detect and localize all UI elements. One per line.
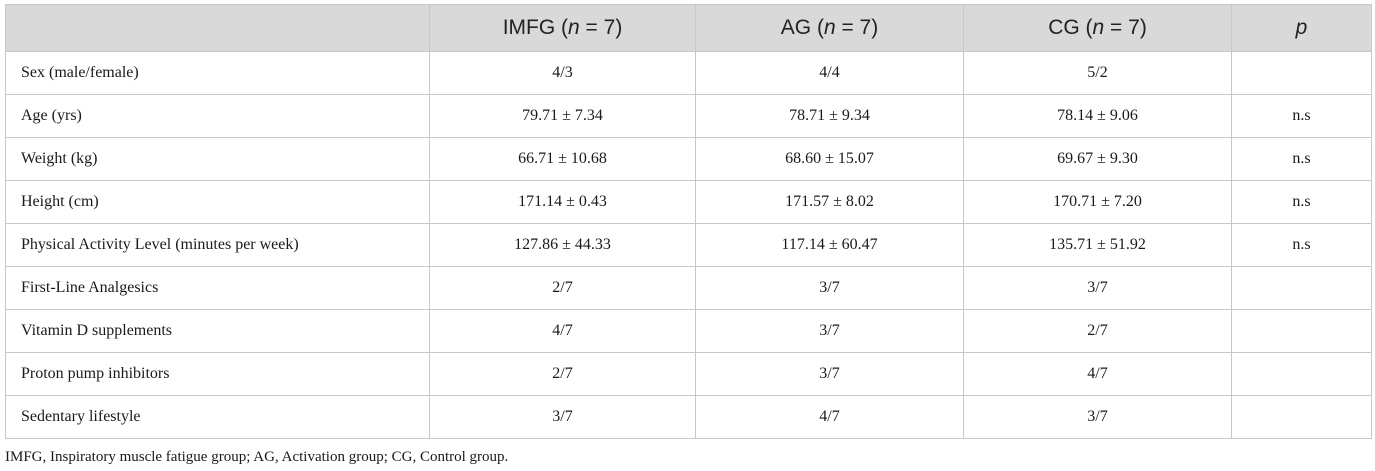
cell-cg: 69.67 ± 9.30 bbox=[963, 137, 1232, 181]
cell-imfg: 79.71 ± 7.34 bbox=[429, 94, 696, 138]
characteristics-table: IMFG (n = 7) AG (n = 7) CG (n = 7) p Sex… bbox=[5, 4, 1372, 439]
header-cg-n: n bbox=[1092, 16, 1105, 39]
table-row: Height (cm) 171.14 ± 0.43 171.57 ± 8.02 … bbox=[5, 180, 1372, 224]
table-row: Sex (male/female) 4/3 4/4 5/2 bbox=[5, 51, 1372, 95]
cell-p bbox=[1231, 395, 1372, 439]
cell-p: n.s bbox=[1231, 137, 1372, 181]
row-label: Proton pump inhibitors bbox=[5, 352, 430, 396]
cell-imfg: 66.71 ± 10.68 bbox=[429, 137, 696, 181]
header-p: p bbox=[1231, 4, 1372, 52]
cell-ag: 4/4 bbox=[695, 51, 964, 95]
header-ag-n: n bbox=[823, 16, 836, 39]
header-ag: AG (n = 7) bbox=[695, 4, 964, 52]
cell-imfg: 4/7 bbox=[429, 309, 696, 353]
cell-p: n.s bbox=[1231, 94, 1372, 138]
cell-p: n.s bbox=[1231, 180, 1372, 224]
cell-imfg: 127.86 ± 44.33 bbox=[429, 223, 696, 267]
cell-imfg: 171.14 ± 0.43 bbox=[429, 180, 696, 224]
row-label: Weight (kg) bbox=[5, 137, 430, 181]
row-label: Height (cm) bbox=[5, 180, 430, 224]
row-label: Sex (male/female) bbox=[5, 51, 430, 95]
header-cg: CG (n = 7) bbox=[963, 4, 1232, 52]
cell-ag: 3/7 bbox=[695, 309, 964, 353]
row-label: Physical Activity Level (minutes per wee… bbox=[5, 223, 430, 267]
header-cg-suffix: = 7) bbox=[1104, 16, 1147, 39]
cell-ag: 68.60 ± 15.07 bbox=[695, 137, 964, 181]
cell-p: n.s bbox=[1231, 223, 1372, 267]
cell-cg: 3/7 bbox=[963, 395, 1232, 439]
header-cg-prefix: CG ( bbox=[1048, 16, 1093, 39]
data-table-container: IMFG (n = 7) AG (n = 7) CG (n = 7) p Sex… bbox=[5, 4, 1372, 439]
cell-cg: 5/2 bbox=[963, 51, 1232, 95]
cell-p bbox=[1231, 266, 1372, 310]
cell-ag: 3/7 bbox=[695, 352, 964, 396]
header-ag-prefix: AG ( bbox=[780, 16, 824, 39]
table-row: Age (yrs) 79.71 ± 7.34 78.71 ± 9.34 78.1… bbox=[5, 94, 1372, 138]
cell-ag: 4/7 bbox=[695, 395, 964, 439]
table-row: Physical Activity Level (minutes per wee… bbox=[5, 223, 1372, 267]
row-label: Age (yrs) bbox=[5, 94, 430, 138]
cell-imfg: 2/7 bbox=[429, 266, 696, 310]
table-footnote: IMFG, Inspiratory muscle fatigue group; … bbox=[5, 449, 509, 465]
cell-imfg: 4/3 bbox=[429, 51, 696, 95]
cell-ag: 117.14 ± 60.47 bbox=[695, 223, 964, 267]
cell-cg: 170.71 ± 7.20 bbox=[963, 180, 1232, 224]
cell-ag: 78.71 ± 9.34 bbox=[695, 94, 964, 138]
cell-cg: 78.14 ± 9.06 bbox=[963, 94, 1232, 138]
cell-p bbox=[1231, 309, 1372, 353]
cell-p bbox=[1231, 352, 1372, 396]
cell-imfg: 3/7 bbox=[429, 395, 696, 439]
header-imfg-suffix: = 7) bbox=[579, 16, 623, 39]
header-blank bbox=[5, 4, 430, 52]
table-row: Vitamin D supplements 4/7 3/7 2/7 bbox=[5, 309, 1372, 353]
header-imfg: IMFG (n = 7) bbox=[429, 4, 696, 52]
table-row: First-Line Analgesics 2/7 3/7 3/7 bbox=[5, 266, 1372, 310]
cell-cg: 2/7 bbox=[963, 309, 1232, 353]
table-row: Sedentary lifestyle 3/7 4/7 3/7 bbox=[5, 395, 1372, 439]
table-header-row: IMFG (n = 7) AG (n = 7) CG (n = 7) p bbox=[5, 4, 1372, 52]
header-imfg-prefix: IMFG ( bbox=[502, 16, 569, 39]
cell-cg: 3/7 bbox=[963, 266, 1232, 310]
cell-imfg: 2/7 bbox=[429, 352, 696, 396]
cell-ag: 171.57 ± 8.02 bbox=[695, 180, 964, 224]
table-row: Weight (kg) 66.71 ± 10.68 68.60 ± 15.07 … bbox=[5, 137, 1372, 181]
cell-cg: 4/7 bbox=[963, 352, 1232, 396]
table-row: Proton pump inhibitors 2/7 3/7 4/7 bbox=[5, 352, 1372, 396]
row-label: Sedentary lifestyle bbox=[5, 395, 430, 439]
cell-p bbox=[1231, 51, 1372, 95]
cell-ag: 3/7 bbox=[695, 266, 964, 310]
header-ag-suffix: = 7) bbox=[835, 16, 879, 39]
row-label: Vitamin D supplements bbox=[5, 309, 430, 353]
header-imfg-n: n bbox=[568, 16, 580, 39]
cell-cg: 135.71 ± 51.92 bbox=[963, 223, 1232, 267]
row-label: First-Line Analgesics bbox=[5, 266, 430, 310]
